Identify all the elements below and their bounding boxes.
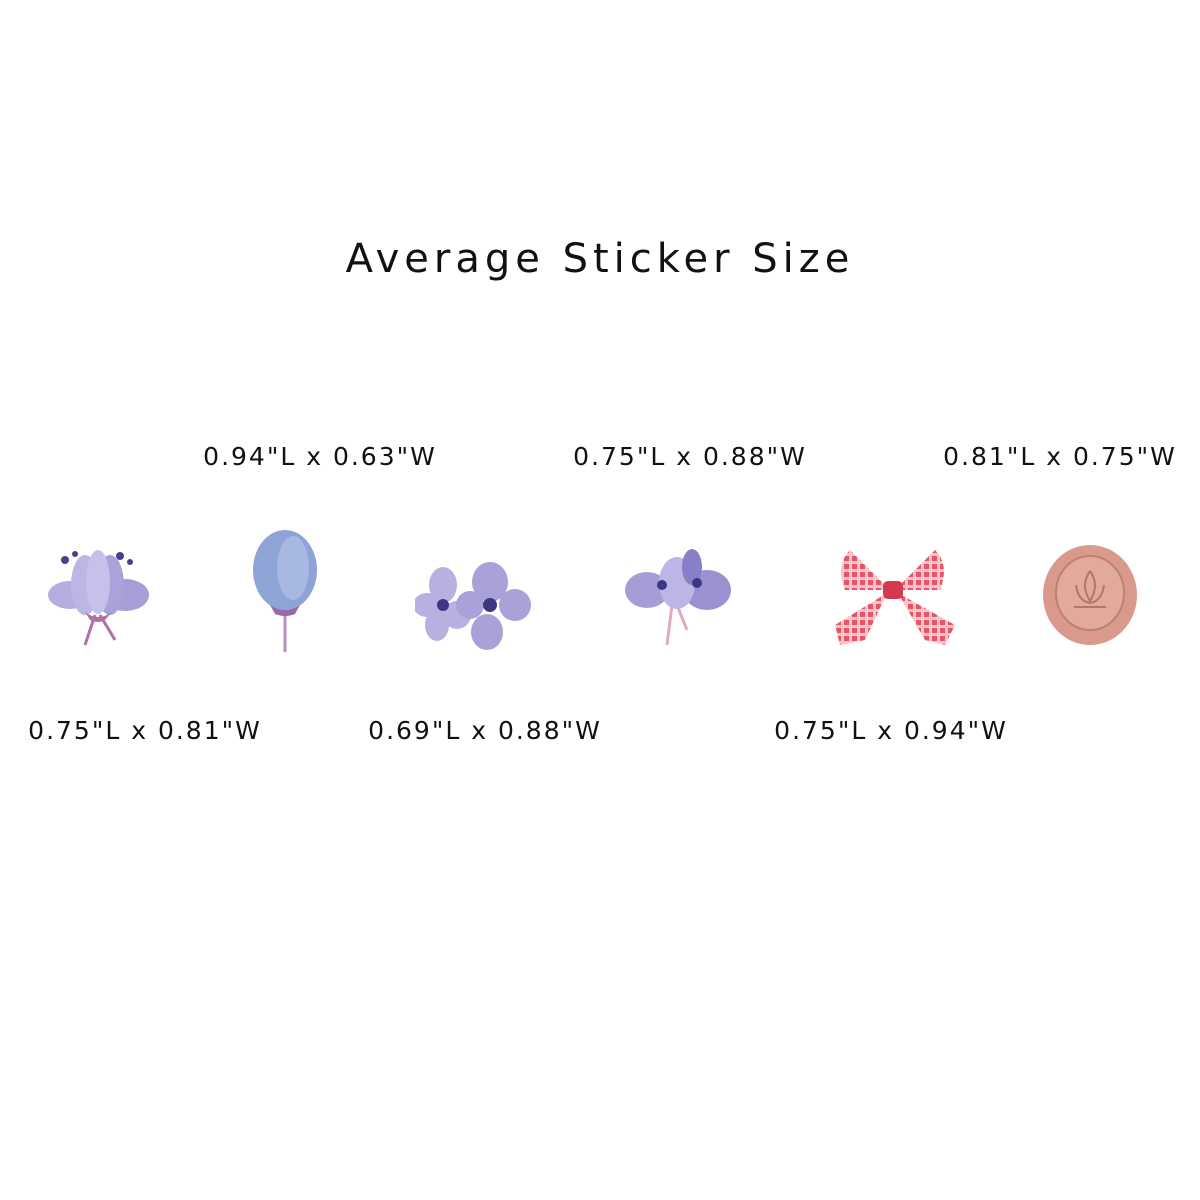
size-label-blue-tulip-bud: 0.94"L x 0.63"W	[203, 442, 437, 471]
size-label-twin-violets: 0.69"L x 0.88"W	[368, 716, 602, 745]
anemone-cluster-sticker	[625, 549, 731, 646]
page-title: Average Sticker Size	[345, 236, 855, 282]
purple-anemone-sticker	[48, 550, 149, 646]
size-label-pink-wax-seal: 0.81"L x 0.75"W	[943, 442, 1177, 471]
twin-violets-sticker	[415, 562, 531, 650]
pink-wax-seal-sticker	[1043, 545, 1137, 645]
size-label-purple-anemone: 0.75"L x 0.81"W	[28, 716, 262, 745]
size-label-anemone-cluster: 0.75"L x 0.88"W	[573, 442, 807, 471]
blue-tulip-bud-sticker	[253, 530, 317, 652]
size-label-red-gingham-bow: 0.75"L x 0.94"W	[774, 716, 1008, 745]
red-gingham-bow-sticker	[835, 550, 955, 645]
